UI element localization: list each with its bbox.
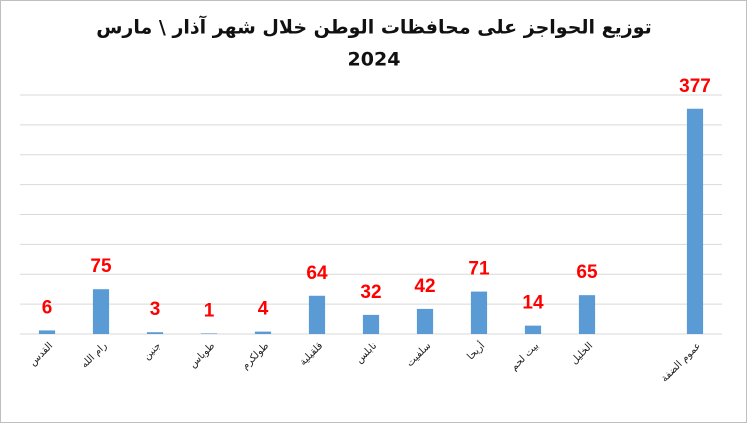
bar (416, 308, 434, 334)
bar (686, 108, 704, 335)
value-label: 42 (414, 276, 435, 297)
bar (146, 332, 164, 334)
value-label: 65 (576, 262, 598, 283)
value-label: 14 (522, 293, 544, 314)
value-label: 71 (468, 259, 490, 280)
value-label: 3 (150, 299, 161, 320)
bar (92, 289, 110, 334)
chart-title: 2024 (348, 49, 401, 71)
bar (254, 331, 272, 334)
value-label: 64 (306, 263, 328, 284)
value-label: 1 (204, 300, 215, 321)
bar (308, 295, 326, 334)
bar (200, 333, 218, 334)
bar (470, 291, 488, 334)
value-label: 377 (679, 76, 711, 97)
bar (578, 295, 596, 334)
value-label: 32 (360, 282, 381, 303)
bar (362, 314, 380, 334)
value-label: 4 (258, 299, 269, 320)
bar (38, 330, 56, 334)
chart-title: توزيع الحواجز على محافظات الوطن خلال شهر… (96, 15, 652, 39)
value-label: 6 (42, 297, 53, 318)
bar (524, 325, 542, 334)
value-label: 75 (90, 256, 112, 277)
